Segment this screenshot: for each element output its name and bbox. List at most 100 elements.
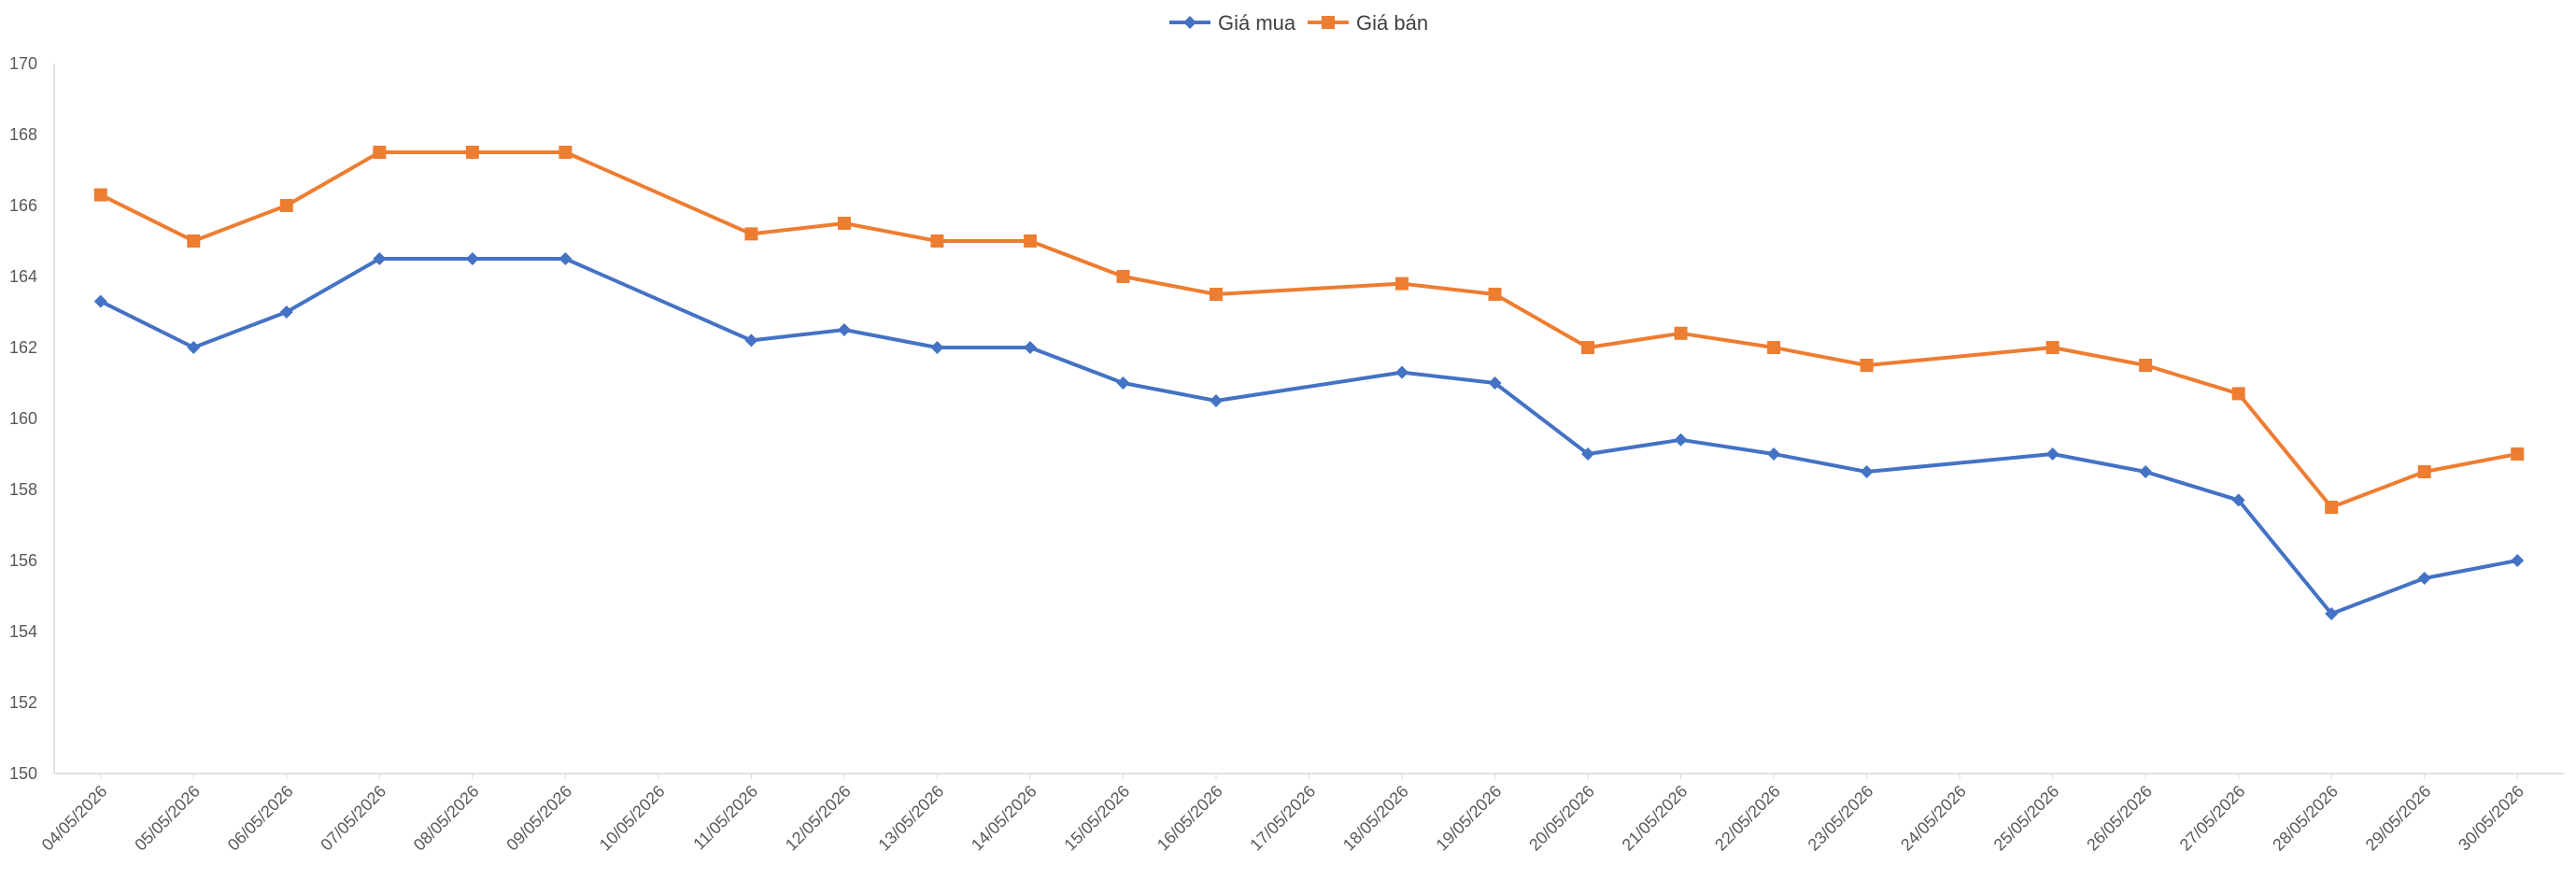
y-tick-label: 160: [9, 409, 37, 428]
x-tick-label: 13/05/2026: [874, 782, 947, 855]
x-tick-label: 12/05/2026: [782, 782, 855, 855]
legend-label: Giá bán: [1356, 11, 1428, 35]
x-tick-label: 11/05/2026: [689, 782, 761, 854]
data-point: [837, 217, 851, 230]
data-point: [1023, 341, 1037, 354]
data-point: [2045, 447, 2059, 461]
data-point: [2045, 341, 2059, 354]
data-point: [2139, 465, 2153, 478]
y-tick-label: 154: [9, 622, 37, 641]
x-tick-label: 16/05/2026: [1154, 782, 1226, 855]
data-point: [465, 252, 479, 265]
data-point: [1209, 288, 1223, 301]
x-tick-label: 07/05/2026: [317, 782, 389, 855]
data-point: [1581, 447, 1595, 461]
x-tick-label: 04/05/2026: [38, 782, 111, 855]
data-point: [1860, 359, 1874, 372]
y-tick-label: 166: [9, 196, 37, 215]
x-tick-label: 30/05/2026: [2455, 782, 2527, 855]
x-tick-label: 23/05/2026: [1805, 782, 1877, 855]
x-tick-label: 10/05/2026: [596, 782, 669, 855]
x-tick-label: 22/05/2026: [1711, 782, 1784, 855]
data-point: [373, 146, 387, 159]
x-tick-label: 21/05/2026: [1619, 782, 1691, 855]
data-point: [1581, 341, 1595, 354]
legend-marker: [1322, 16, 1335, 29]
data-point: [744, 227, 758, 241]
data-point: [930, 234, 944, 248]
data-point: [279, 305, 293, 319]
data-point: [1767, 341, 1781, 354]
y-tick-label: 170: [9, 54, 37, 73]
y-tick-label: 150: [9, 764, 37, 783]
x-tick-label: 28/05/2026: [2269, 782, 2342, 855]
x-tick-label: 18/05/2026: [1339, 782, 1412, 855]
y-tick-label: 152: [9, 693, 37, 712]
data-point: [744, 334, 758, 348]
x-tick-label: 06/05/2026: [224, 782, 297, 855]
data-point: [1488, 288, 1502, 301]
legend-item-1: Giá mua: [1169, 11, 1296, 35]
y-tick-label: 156: [9, 551, 37, 570]
data-point: [2417, 465, 2431, 478]
data-point: [2511, 447, 2525, 461]
legend-item-2: Giá bán: [1308, 11, 1428, 35]
data-point: [2231, 493, 2245, 507]
x-tick-label: 25/05/2026: [1990, 782, 2063, 855]
series-layer: [93, 146, 2525, 620]
legend: Giá mua Giá bán: [1169, 11, 1428, 35]
data-point: [93, 188, 107, 202]
y-tick-label: 164: [9, 267, 37, 286]
x-tick-label: 29/05/2026: [2362, 782, 2435, 855]
data-point: [559, 146, 573, 159]
x-tick-label: 09/05/2026: [502, 782, 575, 855]
x-tick-label: 05/05/2026: [131, 782, 204, 855]
data-point: [373, 252, 387, 265]
data-point: [2231, 387, 2245, 401]
data-point: [1860, 465, 1874, 478]
x-tick-label: 27/05/2026: [2176, 782, 2249, 855]
data-point: [1395, 365, 1409, 379]
data-point: [2417, 572, 2431, 585]
data-point: [1209, 394, 1223, 407]
data-point: [93, 294, 107, 308]
legend-label: Giá mua: [1218, 11, 1296, 35]
data-point: [465, 146, 479, 159]
series-1: [93, 252, 2525, 620]
x-tick-label: 26/05/2026: [2083, 782, 2156, 855]
series-2: [93, 146, 2525, 514]
x-tick-label: 08/05/2026: [410, 782, 483, 855]
data-point: [2511, 554, 2525, 567]
x-tick-label: 14/05/2026: [968, 782, 1040, 855]
x-tick-label: 24/05/2026: [1897, 782, 1970, 855]
data-point: [1674, 326, 1688, 340]
data-point: [1674, 433, 1688, 447]
series-line: [99, 257, 2518, 616]
x-tick-label: 19/05/2026: [1433, 782, 1506, 855]
x-tick-label: 15/05/2026: [1060, 782, 1133, 855]
y-tick-label: 162: [9, 338, 37, 357]
x-tick-label: 17/05/2026: [1246, 782, 1319, 855]
data-point: [1488, 376, 1502, 390]
data-point: [1023, 234, 1037, 248]
data-point: [930, 341, 944, 354]
x-tick-label: 20/05/2026: [1525, 782, 1598, 855]
data-point: [279, 199, 293, 212]
y-tick-label: 168: [9, 125, 37, 144]
data-point: [1395, 277, 1409, 291]
legend-marker: [1183, 16, 1196, 29]
data-point: [1116, 270, 1130, 283]
data-point: [559, 252, 573, 265]
chart-axes: 150 152 154 156 158 160 162 164 166 168 170 04/05/2…: [9, 54, 2564, 855]
y-tick-label: 158: [9, 480, 37, 499]
data-point: [187, 234, 201, 248]
data-point: [2325, 607, 2339, 620]
series-line: [99, 150, 2518, 509]
data-point: [837, 323, 851, 336]
data-point: [187, 341, 201, 354]
data-point: [1767, 447, 1781, 461]
data-point: [1116, 376, 1130, 390]
data-point: [2325, 501, 2339, 514]
data-point: [2139, 359, 2153, 372]
